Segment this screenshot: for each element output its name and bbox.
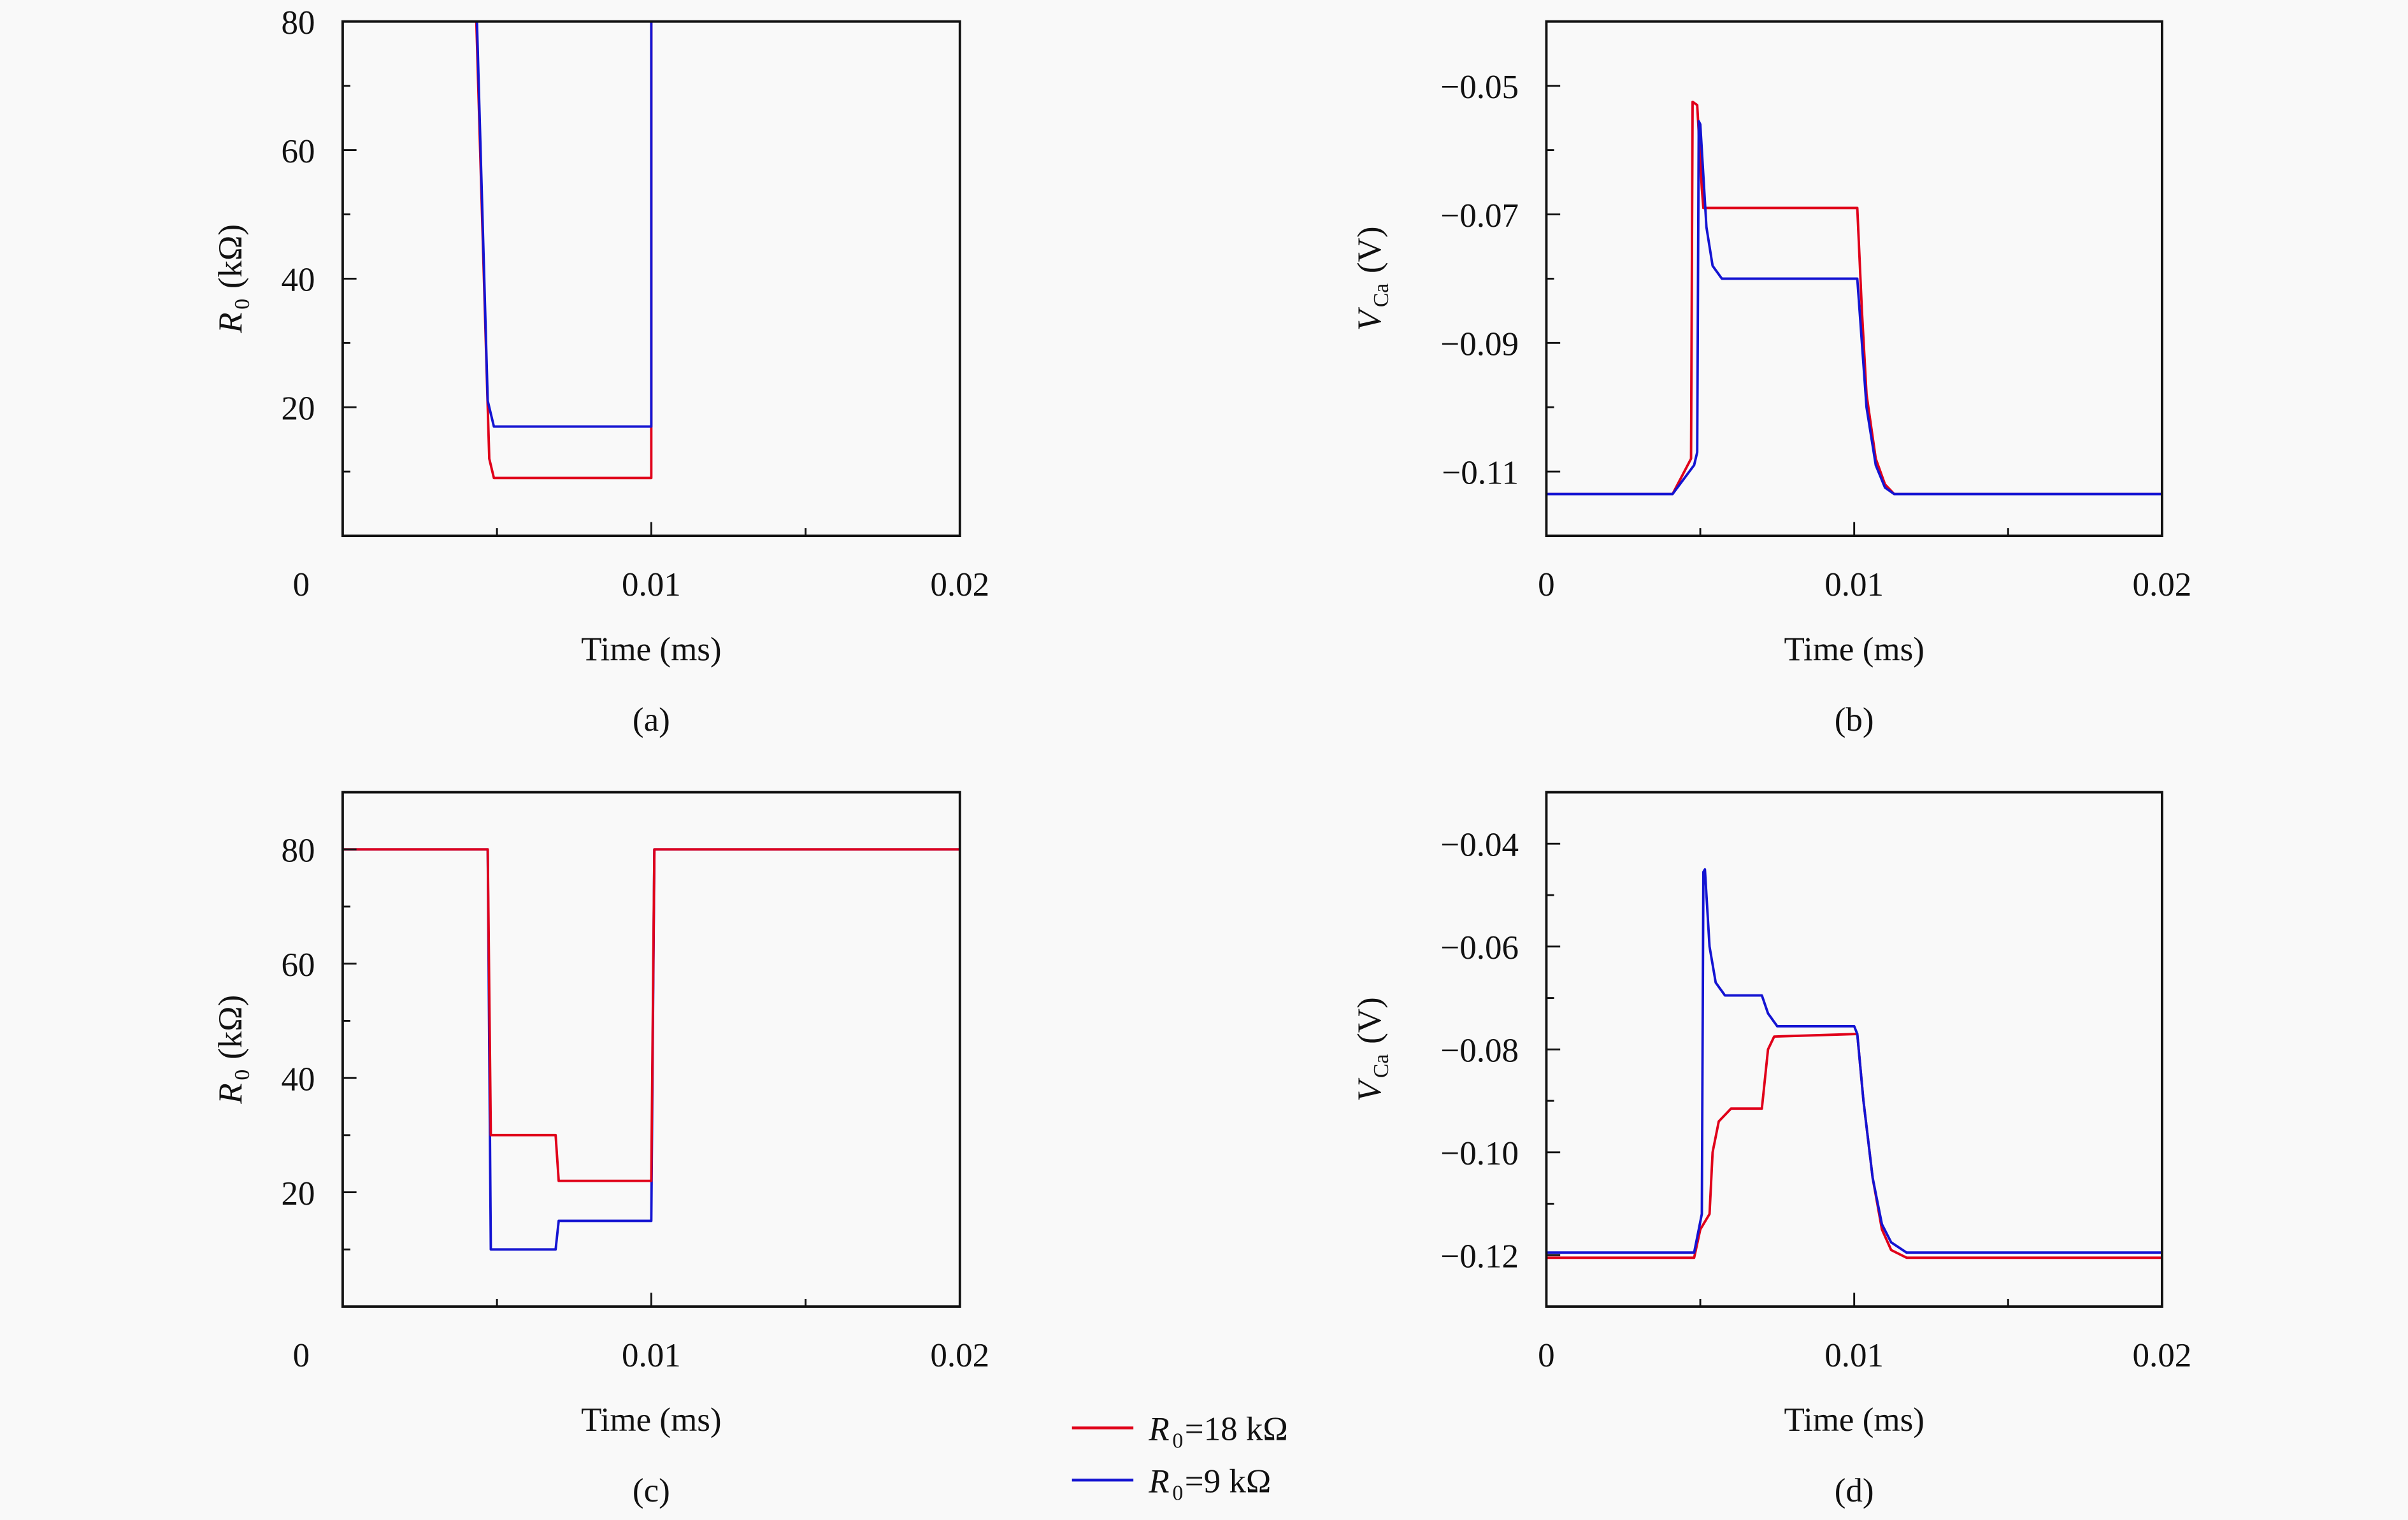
- label-rest: (V): [1351, 997, 1388, 1052]
- label-rest: =18 kΩ: [1185, 1411, 1288, 1448]
- label-rest: (kΩ): [212, 224, 249, 297]
- series-line-r18: [342, 848, 960, 1182]
- label-sub: 0: [231, 299, 254, 310]
- y-axis-label: VCa (V): [1351, 226, 1393, 331]
- y-tick-label: 40: [282, 262, 315, 299]
- panel-label: (d): [1835, 1472, 1874, 1509]
- legend: R 0 =18 kΩR 0 =9 kΩ: [1071, 1411, 1288, 1505]
- y-tick-label: −0.10: [1440, 1135, 1519, 1172]
- y-axis-label: R 0 (kΩ): [212, 224, 254, 334]
- series-line-r18: [1546, 100, 2162, 496]
- y-tick-label: 60: [282, 133, 315, 170]
- x-axis-label: Time (ms): [1784, 631, 1924, 668]
- label-var: R: [212, 1083, 249, 1104]
- series-line-r18: [1546, 1033, 2162, 1259]
- y-tick-label: 20: [282, 1175, 315, 1212]
- series-line-r9: [1546, 120, 2162, 496]
- label-sub: Ca: [1370, 1054, 1393, 1079]
- x-tick-label: 0.01: [1824, 566, 1884, 603]
- label-sub: 0: [1172, 1482, 1183, 1505]
- panel-b: 0 0.01 0.02 −0.05 −0.07 −0.09 −0.11 Time (ms) VC…: [1351, 20, 2192, 738]
- x-tick-label: 0: [1538, 1337, 1555, 1374]
- panel-c: 0 0.01 0.02 20 40 60 80 Time (ms) R 0 (kΩ) (c): [212, 791, 989, 1509]
- y-tick-label: −0.07: [1440, 197, 1519, 234]
- label-var: R: [1148, 1463, 1169, 1500]
- panel-label: (a): [633, 701, 670, 738]
- legend-label-r18: R 0 =18 kΩ: [1148, 1411, 1288, 1453]
- panel-d: 0 0.01 0.02 −0.04 −0.06 −0.08 −0.10 −0.12 Time (…: [1351, 791, 2192, 1509]
- series-line-r9: [1546, 868, 2162, 1254]
- y-axis-label: VCa (V): [1351, 997, 1393, 1101]
- label-var: V: [1351, 1077, 1388, 1101]
- x-axis-label: Time (ms): [581, 1402, 721, 1438]
- x-tick-label: 0.02: [930, 566, 989, 603]
- y-tick-label: −0.04: [1440, 827, 1519, 864]
- y-tick-label: 60: [282, 947, 315, 984]
- x-tick-label: 0.01: [622, 1337, 681, 1374]
- x-tick-label: 0.02: [2133, 1337, 2192, 1374]
- y-tick-label: 40: [282, 1061, 315, 1098]
- y-axis-label: R 0 (kΩ): [212, 995, 254, 1105]
- y-tick-label: 80: [282, 833, 315, 870]
- series-line-r9: [475, 21, 653, 428]
- y-tick-label: −0.06: [1440, 929, 1519, 966]
- series-line-r18: [475, 21, 653, 480]
- panel-label: (c): [633, 1472, 670, 1509]
- x-tick-label: 0.02: [930, 1337, 989, 1374]
- axes-frame: [1545, 791, 2163, 1308]
- label-rest: (kΩ): [212, 995, 249, 1068]
- label-rest: =9 kΩ: [1185, 1463, 1272, 1500]
- label-sub: 0: [1172, 1430, 1183, 1453]
- label-sub: 0: [231, 1070, 254, 1080]
- x-tick-label: 0.01: [622, 566, 681, 603]
- y-tick-label: −0.08: [1440, 1033, 1519, 1070]
- y-tick-label: −0.09: [1440, 326, 1519, 363]
- y-tick-label: −0.11: [1442, 454, 1519, 491]
- label-rest: (V): [1351, 226, 1388, 282]
- x-tick-label: 0.02: [2133, 566, 2192, 603]
- x-tick-label: 0: [293, 566, 310, 603]
- y-tick-label: 20: [282, 391, 315, 427]
- y-tick-label: −0.05: [1440, 69, 1519, 106]
- y-tick-label: −0.12: [1440, 1238, 1519, 1275]
- x-axis-label: Time (ms): [1784, 1402, 1924, 1438]
- x-tick-label: 0.01: [1824, 1337, 1884, 1374]
- label-var: R: [1148, 1411, 1169, 1448]
- x-axis-label: Time (ms): [581, 631, 721, 668]
- panel-a: 0 0.01 0.02 20 40 60 80 Time (ms) R 0 (kΩ) (a): [212, 4, 989, 738]
- label-var: V: [1351, 306, 1388, 331]
- y-tick-label: 80: [282, 4, 315, 41]
- label-sub: Ca: [1370, 283, 1393, 308]
- x-tick-label: 0: [1538, 566, 1555, 603]
- panel-label: (b): [1835, 701, 1874, 738]
- x-tick-label: 0: [293, 1337, 310, 1374]
- label-var: R: [212, 313, 249, 334]
- legend-label-r9: R 0 =9 kΩ: [1148, 1463, 1271, 1505]
